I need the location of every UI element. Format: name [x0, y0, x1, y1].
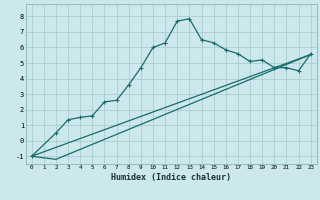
X-axis label: Humidex (Indice chaleur): Humidex (Indice chaleur)	[111, 173, 231, 182]
